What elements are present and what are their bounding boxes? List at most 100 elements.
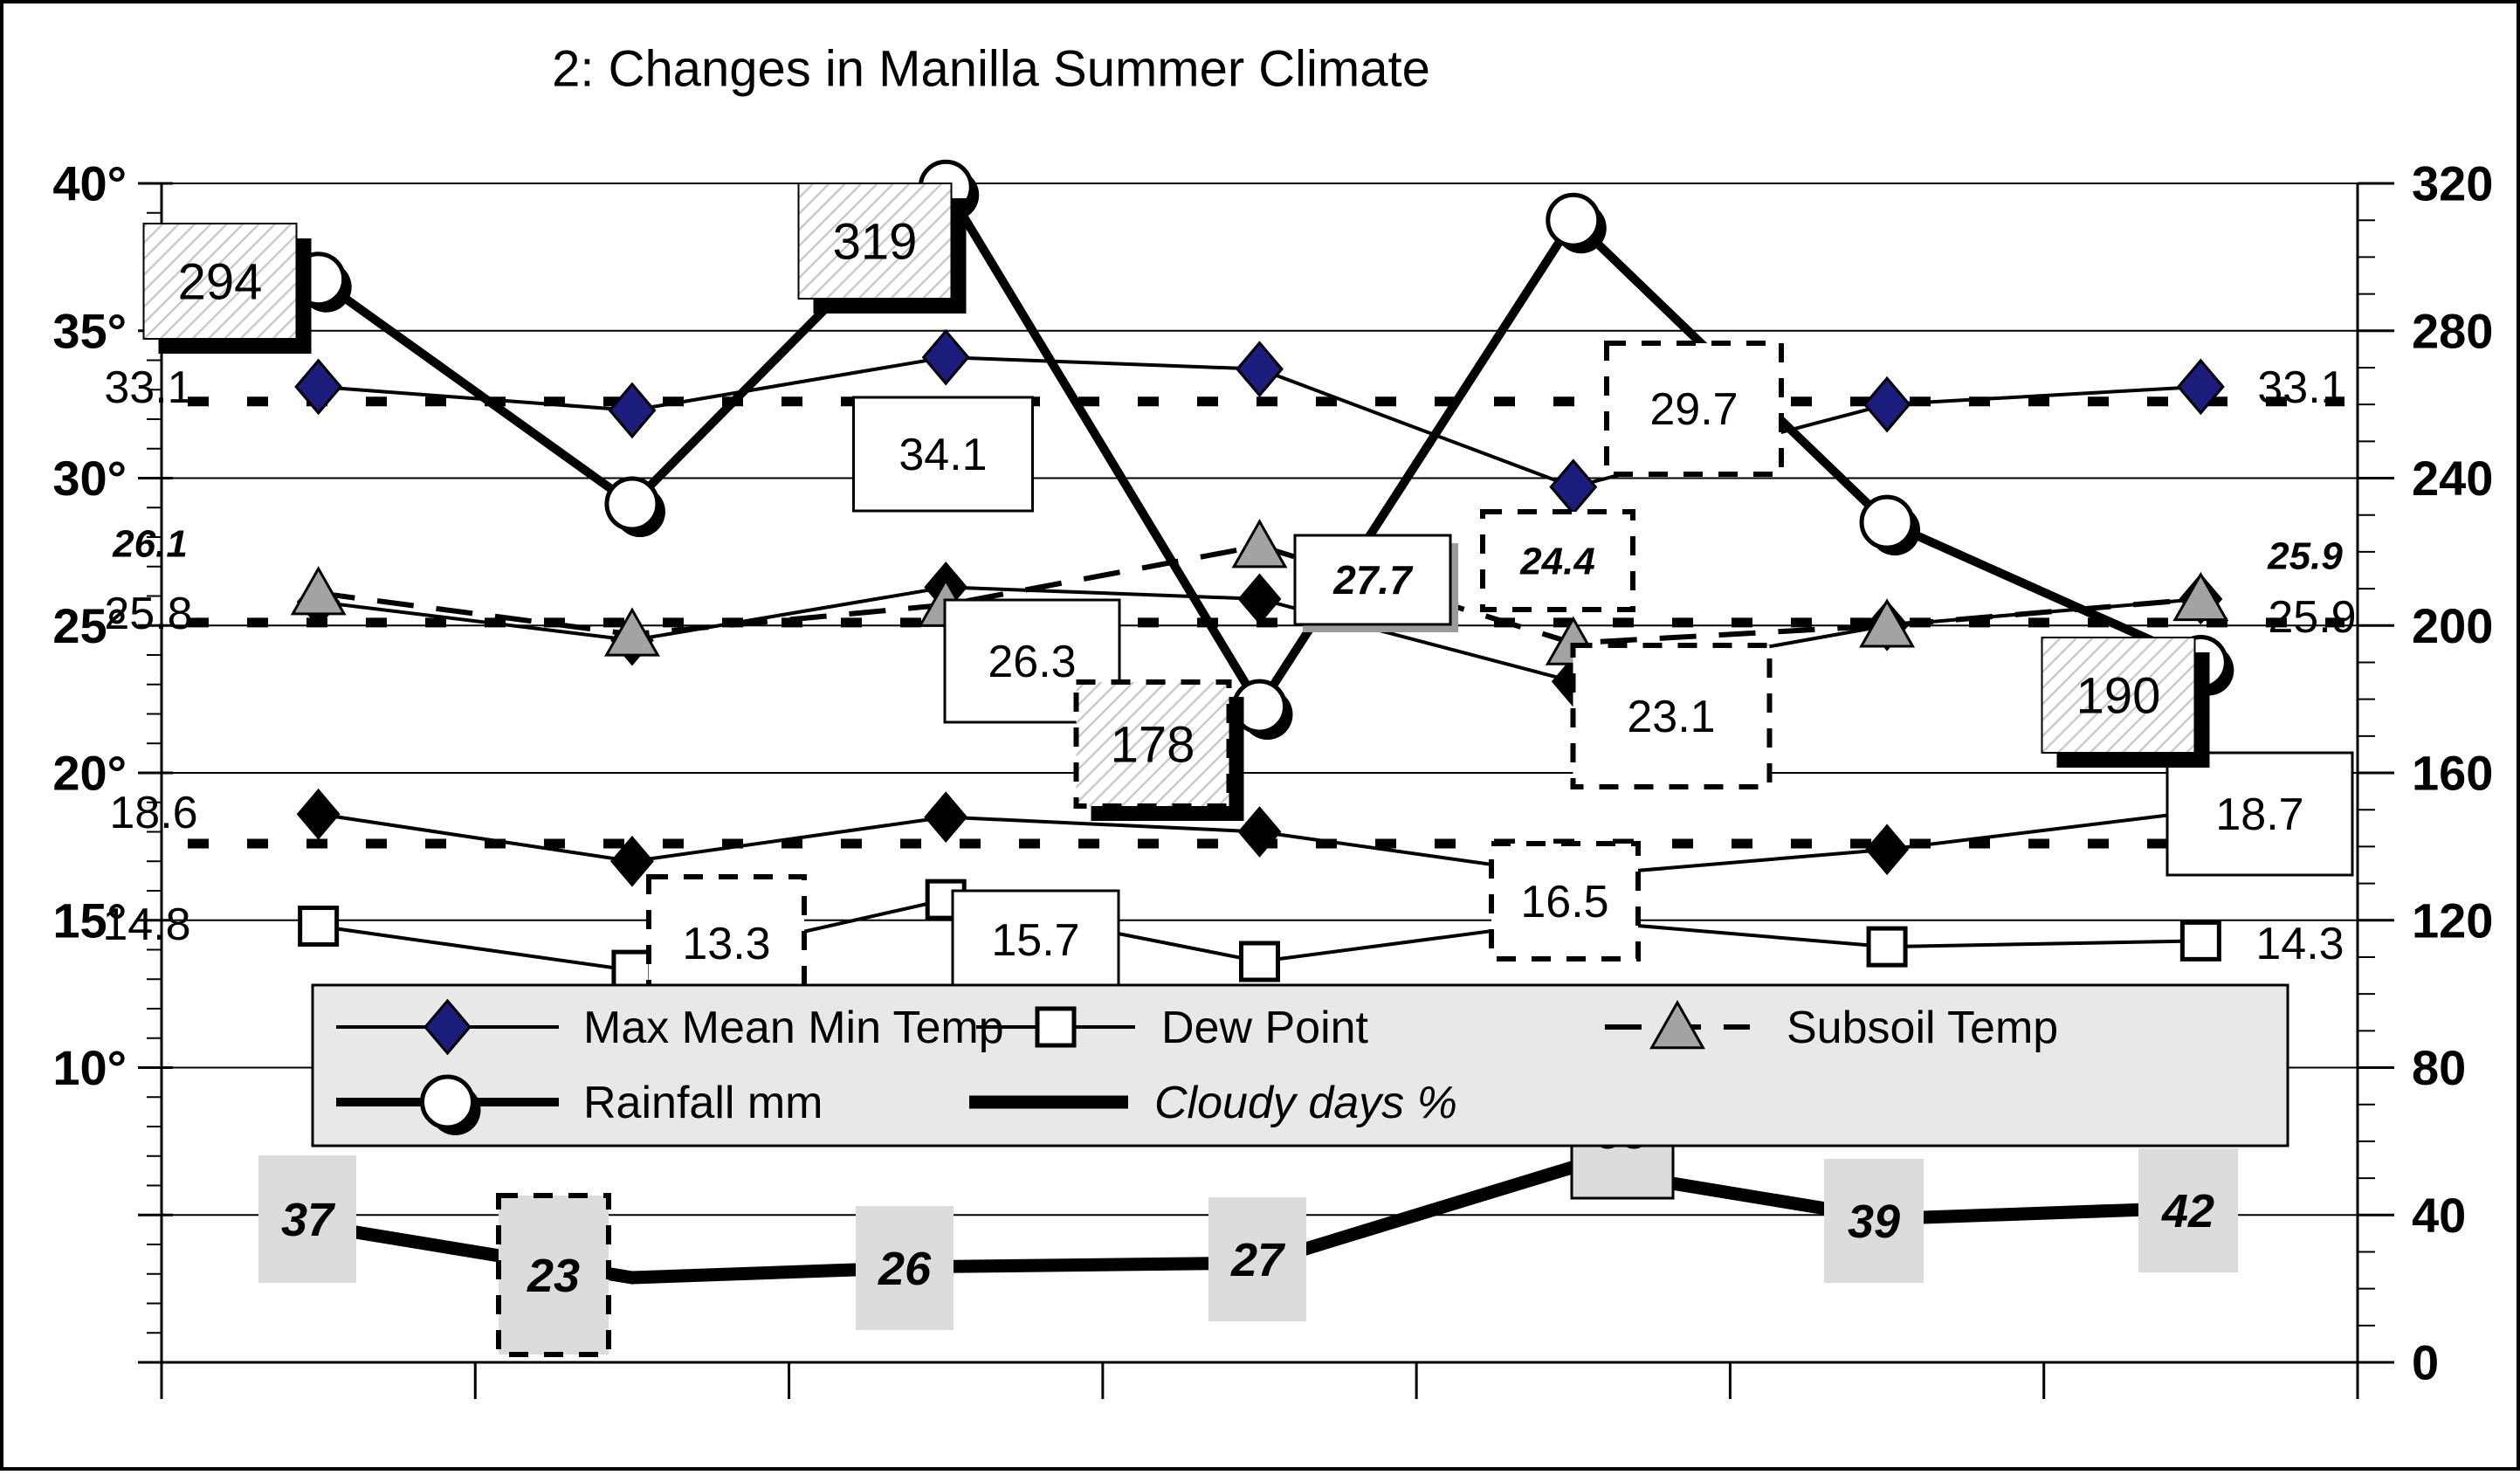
right-axis-label-80: 80 <box>2412 1040 2466 1095</box>
data-label-27-1440: 27 <box>1208 1197 1306 1321</box>
data-label-text: 190 <box>2076 667 2161 724</box>
marker-min-temp-03-04 <box>296 788 341 840</box>
data-label-text: 178 <box>1111 716 1195 773</box>
left-axis-label-15: 15° <box>52 893 127 948</box>
data-label-26-1036: 26 <box>856 1206 954 1330</box>
data-label-37-352: 37 <box>258 1155 356 1283</box>
left-axis-label-30: 30° <box>52 451 127 506</box>
right-axis-label-0: 0 <box>2412 1335 2439 1390</box>
data-label-text: 33.1 <box>2257 362 2345 413</box>
legend-item-max-mean-min-temp: Max Mean Min Temp <box>336 998 1004 1056</box>
marker-max-temp-08-09 <box>1862 376 1911 433</box>
right-axis-label-40: 40 <box>2412 1188 2466 1243</box>
marker-max-temp-06-07 <box>1236 341 1284 397</box>
legend-marker-subsoil-temp-icon <box>1649 999 1705 1050</box>
data-label-text: 18.6 <box>109 788 197 838</box>
data-label-25-8-170: 25.8 <box>104 589 192 639</box>
marker-dew-point-04-05 <box>611 949 653 991</box>
data-label-39-2146: 39 <box>1824 1159 1924 1283</box>
data-label-42-2506: 42 <box>2138 1148 2238 1272</box>
data-label-text: 18.7 <box>2215 789 2303 840</box>
data-label-27-7-1572: 27.7 <box>1293 534 1458 632</box>
marker-rainfall-mm-08-09 <box>1859 494 1921 556</box>
left-axis-label-25: 25° <box>52 598 127 653</box>
data-label-text: 319 <box>833 213 918 270</box>
data-label-33-1-170: 33.1 <box>104 362 192 413</box>
data-label-16-5-1792: 16.5 <box>1489 841 1641 962</box>
marker-max-temp-05-06 <box>921 328 970 386</box>
data-label-29-7-1940: 29.7 <box>1604 341 1784 477</box>
right-axis-label-200: 200 <box>2412 598 2493 653</box>
marker-subsoil-temp-03-04 <box>290 566 347 616</box>
legend-item-cloudy-days: Cloudy days % <box>969 1078 1457 1128</box>
data-label-26-3-1182: 26.3 <box>943 598 1121 724</box>
marker-min-temp-05-06 <box>924 791 968 843</box>
marker-rainfall-mm-06-07 <box>1232 679 1293 741</box>
data-label-text: 37 <box>281 1194 336 1246</box>
series-line-rainfall-mm <box>315 180 2203 715</box>
legend-box <box>311 983 2289 1148</box>
left-axis-label-40: 40° <box>52 156 127 211</box>
data-label-text: 25.8 <box>104 589 192 639</box>
marker-min-temp-04-05 <box>610 835 654 887</box>
data-label-319-1002: 319 <box>797 183 967 314</box>
chart-title: 2: Changes in Manilla Summer Climate <box>552 40 1430 97</box>
legend-label-dew-point: Dew Point <box>1161 1003 1369 1053</box>
data-label-23-634: 23 <box>496 1193 611 1357</box>
data-label-178-1320: 178 <box>1073 679 1244 821</box>
data-label-25-9-2640: 25.9 <box>2267 534 2343 577</box>
data-label-text: 26.1 <box>112 522 188 565</box>
marker-rainfall-mm-04-05 <box>604 476 665 538</box>
data-label-34-1-1080: 34.1 <box>852 396 1034 513</box>
data-label-14-8-168: 14.8 <box>102 899 190 950</box>
marker-max-temp-03-04 <box>294 358 343 416</box>
marker-dew-point-06-07 <box>1239 941 1280 982</box>
legend-item-subsoil-temp: Subsoil Temp <box>1605 999 2058 1053</box>
marker-dew-point-09-10 <box>2179 920 2221 962</box>
data-label-33-1-2636: 33.1 <box>2257 362 2345 413</box>
legend-marker-rainfall-mm-icon <box>420 1074 481 1135</box>
marker-dew-point-08-09 <box>1866 926 1908 968</box>
data-label-text: 23.1 <box>1627 692 1715 742</box>
data-label-text: 27 <box>1230 1234 1286 1286</box>
right-axis-label-240: 240 <box>2412 451 2493 506</box>
data-label-26-1-172: 26.1 <box>112 522 188 565</box>
marker-min-temp-06-07 <box>1237 806 1282 858</box>
data-label-text: 29.7 <box>1649 384 1738 435</box>
marker-subsoil-temp-04-05 <box>603 607 660 657</box>
legend: Max Mean Min Temp Dew Point Subsoil Temp Ra… <box>311 983 2289 1148</box>
data-label-294-252: 294 <box>142 223 312 354</box>
marker-subsoil-temp-08-09 <box>1859 598 1916 648</box>
data-label-15-7-1186: 15.7 <box>951 889 1120 990</box>
data-label-text: 15.7 <box>991 915 1079 966</box>
data-label-text: 26 <box>878 1243 932 1295</box>
legend-label-max-mean-min-temp: Max Mean Min Temp <box>583 1003 1004 1053</box>
right-axis-label-160: 160 <box>2412 746 2493 801</box>
left-axis-label-10: 10° <box>52 1040 127 1095</box>
legend-label-cloudy-days: Cloudy days % <box>1154 1078 1457 1128</box>
marker-mean-temp-06-07 <box>1237 573 1282 625</box>
legend-marker-dew-point-icon <box>1035 1006 1077 1048</box>
marker-dew-point-03-04 <box>298 906 340 947</box>
data-label-25-9-2648: 25.9 <box>2268 592 2356 643</box>
data-label-text: 26.3 <box>988 637 1076 687</box>
right-axis-label-120: 120 <box>2412 893 2493 948</box>
data-label-text: 25.9 <box>2267 534 2343 577</box>
data-label-text: 14.3 <box>2255 919 2344 969</box>
legend-item-dew-point: Dew Point <box>976 1003 1369 1053</box>
data-label-18-6-176: 18.6 <box>109 788 197 838</box>
data-label-text: 294 <box>178 253 263 310</box>
data-label-14-3-2634: 14.3 <box>2255 919 2344 969</box>
data-label-text: 14.8 <box>102 899 190 950</box>
right-axis-label-320: 320 <box>2412 156 2493 211</box>
data-label-text: 27.7 <box>1332 557 1414 603</box>
data-label-24-4-1784: 24.4 <box>1480 509 1635 612</box>
data-label-text: 25.9 <box>2268 592 2356 643</box>
left-axis-label-35: 35° <box>52 303 127 358</box>
right-axis-label-280: 280 <box>2412 303 2493 358</box>
marker-min-temp-08-09 <box>1865 824 1909 876</box>
legend-label-rainfall-mm: Rainfall mm <box>583 1078 823 1128</box>
